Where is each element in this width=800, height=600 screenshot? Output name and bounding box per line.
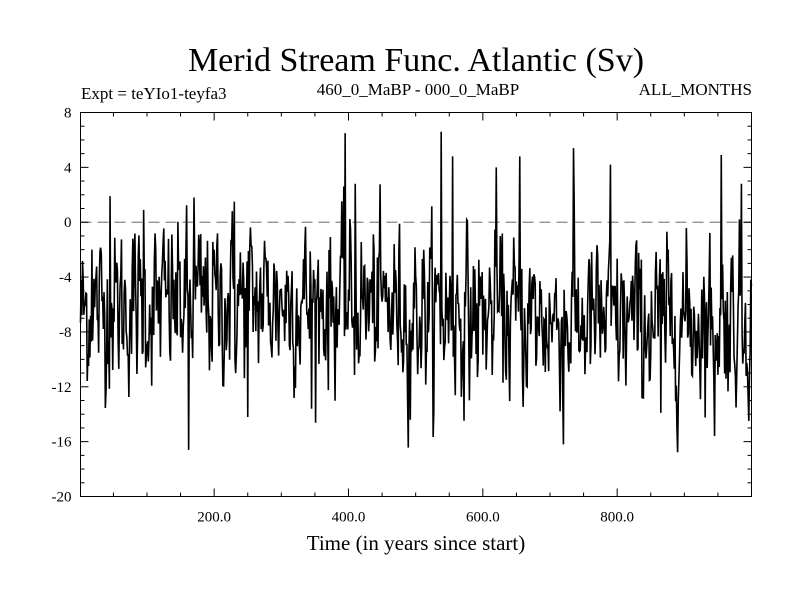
y-tick-label: -8 xyxy=(59,325,72,341)
subtitle-months: ALL_MONTHS xyxy=(639,80,752,99)
x-tick-label: 200.0 xyxy=(197,510,231,526)
y-tick-label: -16 xyxy=(52,435,72,451)
x-tick-label: 600.0 xyxy=(466,510,500,526)
y-tick-label: 0 xyxy=(64,215,72,231)
x-tick-label: 800.0 xyxy=(600,510,634,526)
y-tick-label: -20 xyxy=(52,490,72,506)
chart-title: Merid Stream Func. Atlantic (Sv) xyxy=(188,42,644,79)
subtitle-period: 460_0_MaBP - 000_0_MaBP xyxy=(317,80,519,99)
x-tick-label: 400.0 xyxy=(332,510,366,526)
y-tick-label: 4 xyxy=(64,160,72,176)
subtitle-experiment: Expt = teYIo1-teyfa3 xyxy=(81,84,227,103)
x-axis-label: Time (in years since start) xyxy=(307,531,526,555)
y-tick-label: -12 xyxy=(52,380,72,396)
y-tick-label: 8 xyxy=(64,106,72,122)
series-line xyxy=(79,131,753,453)
y-tick-label: -4 xyxy=(59,270,72,286)
